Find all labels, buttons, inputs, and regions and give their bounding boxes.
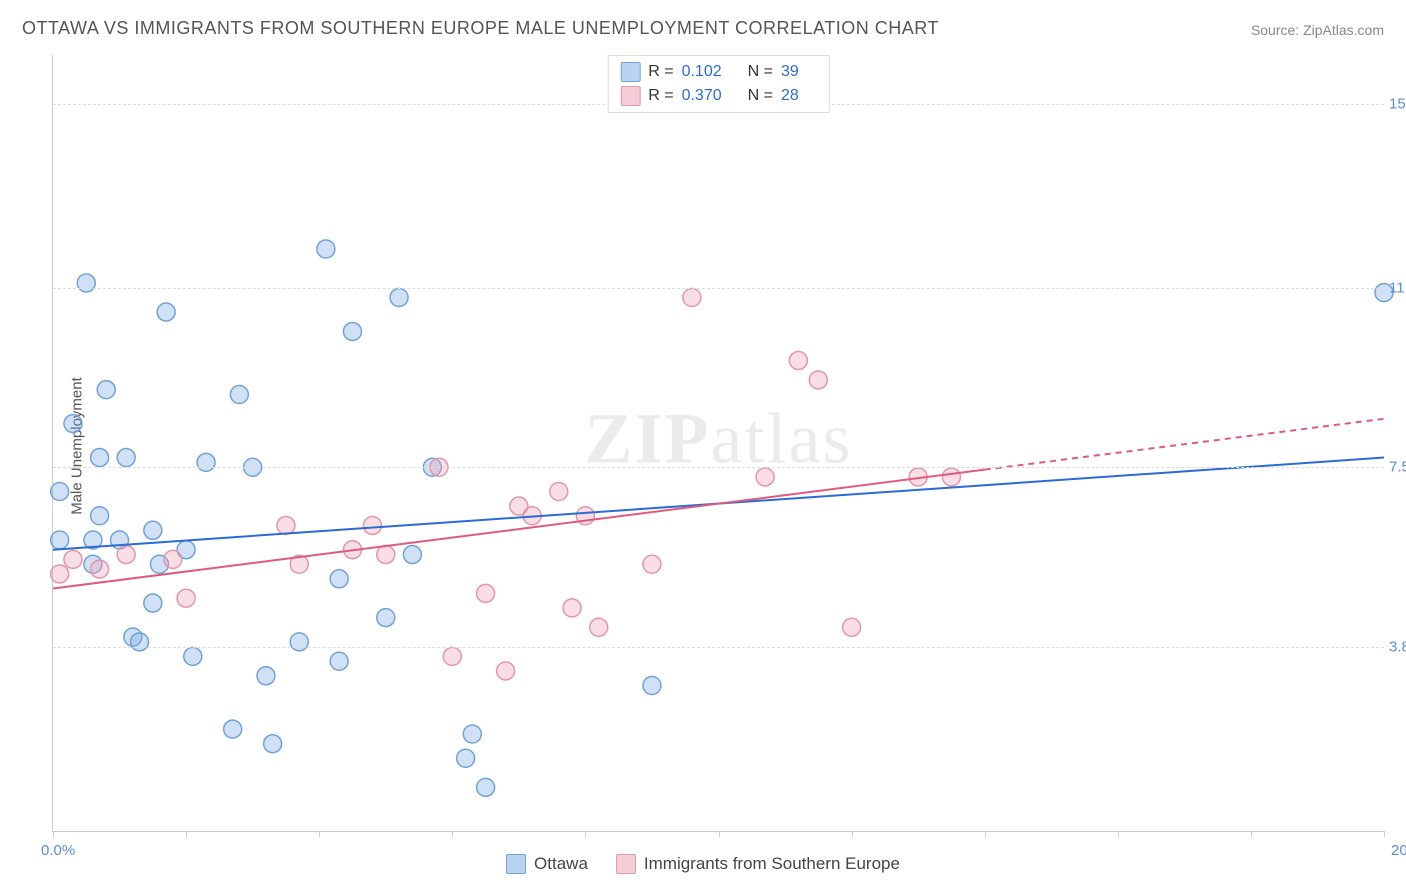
x-tick	[1384, 831, 1385, 837]
legend-stats-row-2: R = 0.370 N = 28	[620, 84, 817, 108]
legend-stats-row-1: R = 0.102 N = 39	[620, 60, 817, 84]
x-tick	[719, 831, 720, 837]
swatch-immigrants-icon	[620, 86, 640, 106]
x-tick	[1118, 831, 1119, 837]
legend-item-ottawa: Ottawa	[506, 854, 588, 874]
legend-stats-box: R = 0.102 N = 39 R = 0.370 N = 28	[607, 55, 830, 113]
swatch-immigrants-icon	[616, 854, 636, 874]
legend-item-immigrants: Immigrants from Southern Europe	[616, 854, 900, 874]
y-tick-label: 3.8%	[1389, 638, 1406, 655]
legend-bottom: Ottawa Immigrants from Southern Europe	[506, 854, 900, 874]
scatter-svg	[53, 55, 1384, 831]
x-tick	[319, 831, 320, 837]
x-tick	[452, 831, 453, 837]
x-axis-min-label: 0.0%	[41, 842, 75, 859]
x-tick	[585, 831, 586, 837]
chart-title: OTTAWA VS IMMIGRANTS FROM SOUTHERN EUROP…	[22, 18, 939, 39]
gridline	[53, 288, 1384, 289]
y-tick-label: 15.0%	[1389, 95, 1406, 112]
swatch-ottawa-icon	[506, 854, 526, 874]
y-tick-label: 11.2%	[1389, 279, 1406, 296]
x-tick	[53, 831, 54, 837]
gridline	[53, 467, 1384, 468]
x-tick	[985, 831, 986, 837]
x-tick	[852, 831, 853, 837]
x-tick	[1251, 831, 1252, 837]
source-attribution: Source: ZipAtlas.com	[1251, 22, 1384, 38]
chart-plot-area: ZIPatlas R = 0.102 N = 39 R = 0.370 N = …	[52, 55, 1384, 832]
x-tick	[186, 831, 187, 837]
y-tick-label: 7.5%	[1389, 459, 1406, 476]
gridline	[53, 647, 1384, 648]
swatch-ottawa-icon	[620, 62, 640, 82]
x-axis-max-label: 20.0%	[1391, 842, 1406, 859]
